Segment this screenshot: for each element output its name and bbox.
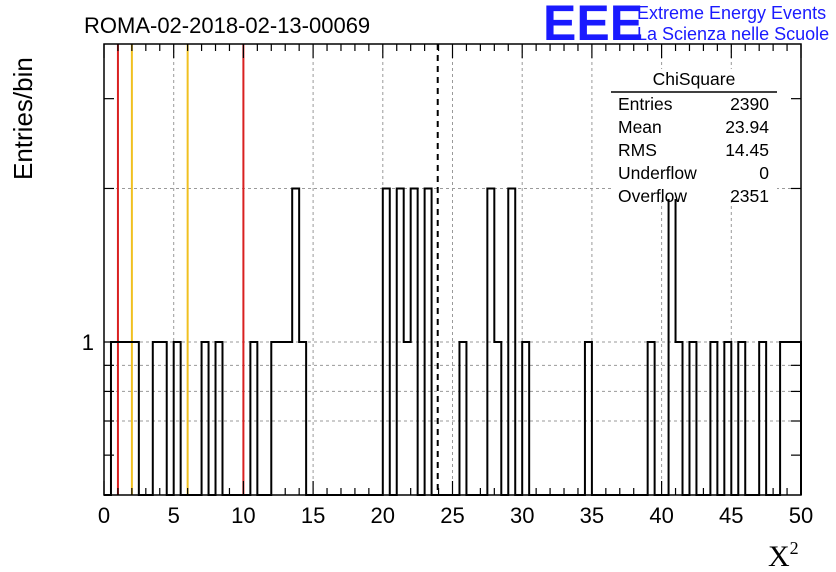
x-tick-label: 30 [510,503,534,528]
y-axis-title: Entries/bin [8,57,38,180]
histogram-outline [104,187,802,496]
stats-title: ChiSquare [653,69,736,89]
stats-row-value: 2351 [730,186,769,206]
histogram-bins [104,187,802,496]
x-tick-label: 35 [580,503,604,528]
logo-line-2: La Scienza nelle Scuole [637,24,829,44]
stats-row-label: RMS [618,140,657,160]
x-tick-label: 20 [371,503,395,528]
chart-title: ROMA-02-2018-02-13-00069 [84,13,370,38]
x-tick-label: 5 [168,503,180,528]
stats-row-label: Overflow [618,186,687,206]
stats-row-label: Entries [618,94,673,114]
x-tick-label: 0 [98,503,110,528]
x-tick-label: 10 [231,503,255,528]
stats-row-value: 23.94 [725,117,769,137]
marker-lines [116,44,439,495]
x-tick-label: 15 [301,503,325,528]
x-tick-label: 25 [440,503,464,528]
axes: 0 5 10 15 20 25 30 35 40 45 50 1 [82,43,813,528]
stats-box-background [611,69,777,199]
logo-line-1: Extreme Energy Events [637,3,826,23]
stats-box: ChiSquare Entries 2390 Mean 23.94 RMS 14.45 Un… [611,69,777,206]
x-tick-label: 50 [789,503,813,528]
stats-row-label: Mean [618,117,662,137]
x-tick-label: 40 [649,503,673,528]
stats-row-value: 0 [759,163,769,183]
x-axis-title: X2 [768,538,799,572]
x-tick-label: 45 [719,503,743,528]
y-tick-label: 1 [82,330,94,355]
eee-logo: EEE Extreme Energy Events La Scienza nel… [543,0,829,51]
stats-row-value: 2390 [730,94,769,114]
stats-row-value: 14.45 [725,140,769,160]
stats-row-label: Underflow [618,163,697,183]
logo-mark: EEE [543,0,643,51]
